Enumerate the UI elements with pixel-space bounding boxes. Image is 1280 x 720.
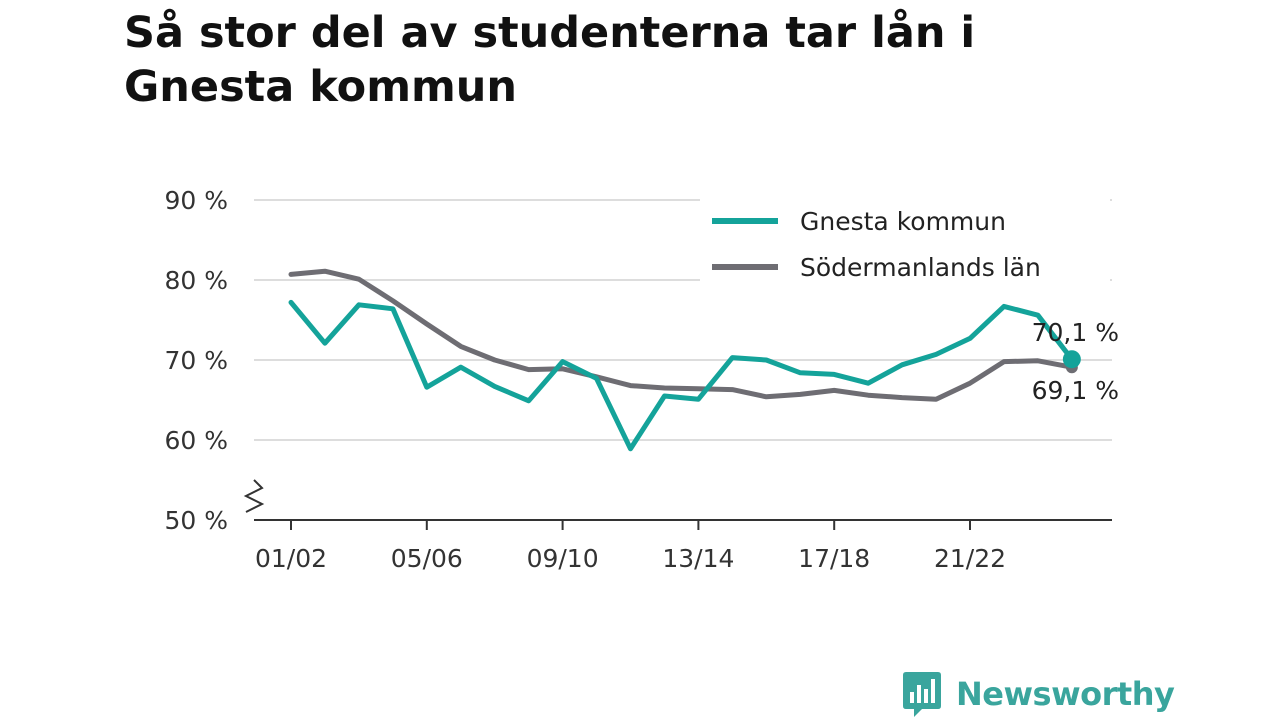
axes: 50 % 60 % 70 % 80 % 90 % 01/02 05/06 09/10 13/14… <box>164 186 1112 573</box>
labels: 70,1 % 69,1 % <box>1032 318 1119 405</box>
series-line-sodermanland <box>288 268 1075 402</box>
y-tick-label: 50 % <box>164 506 228 535</box>
x-tick-label: 13/14 <box>662 544 734 573</box>
end-point-gnesta <box>1062 350 1081 369</box>
legend-label: Södermanlands län <box>800 253 1041 282</box>
x-tick-label: 01/02 <box>255 544 327 573</box>
legend-label: Gnesta kommun <box>800 207 1006 236</box>
end-label-sodermanland: 69,1 % <box>1032 376 1119 405</box>
x-tick-label: 05/06 <box>391 544 463 573</box>
chart-title: Så stor del av studenterna tar lån i Gne… <box>124 8 976 112</box>
x-tick-label: 09/10 <box>527 544 599 573</box>
chat-bar-chart-icon <box>903 672 941 717</box>
y-tick-label: 90 % <box>164 186 228 215</box>
legend-background <box>700 196 1110 288</box>
brand-logo: Newsworthy <box>902 670 1175 718</box>
series-lines <box>288 268 1081 452</box>
y-tick-label: 80 % <box>164 266 228 295</box>
brand-name: Newsworthy <box>956 675 1175 713</box>
y-tick-label: 70 % <box>164 346 228 375</box>
x-tick-label: 17/18 <box>798 544 870 573</box>
axis-break-icon <box>243 479 265 513</box>
x-tick-label: 21/22 <box>934 544 1006 573</box>
legend: Gnesta kommun Södermanlands län <box>700 196 1110 288</box>
series-line-gnesta <box>288 299 1075 452</box>
end-label-gnesta: 70,1 % <box>1032 318 1119 347</box>
y-tick-label: 60 % <box>164 426 228 455</box>
